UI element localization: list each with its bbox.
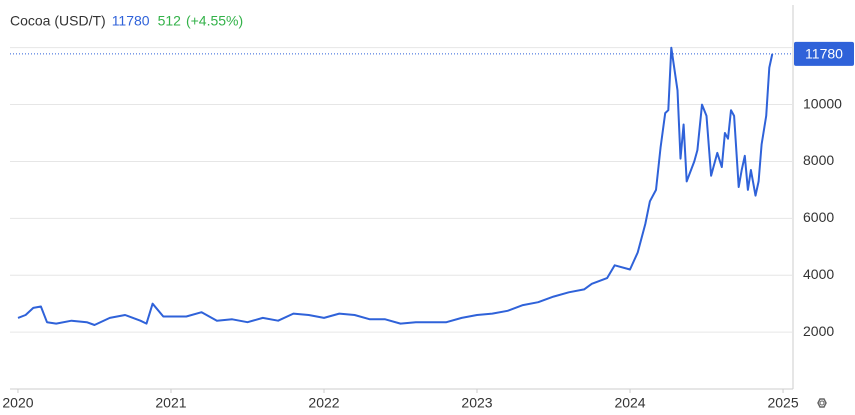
x-tick-label: 2022: [308, 395, 339, 411]
y-tick-label: 8000: [803, 152, 834, 168]
chart-title: Cocoa (USD/T): [10, 13, 106, 29]
y-tick-label: 2000: [803, 323, 834, 339]
price-change: 512: [158, 13, 182, 29]
x-tick-label: 2024: [614, 395, 645, 411]
y-tick-label: 4000: [803, 266, 834, 282]
last-price: 11780: [112, 13, 150, 29]
settings-icon[interactable]: [817, 398, 827, 408]
x-tick-label: 2020: [2, 395, 33, 411]
price-change-percent: (+4.55%): [186, 13, 243, 29]
last-price-label: 11780: [805, 46, 843, 62]
x-tick-label: 2023: [461, 395, 492, 411]
y-tick-label: 6000: [803, 209, 834, 225]
settings-icon-center: [819, 400, 825, 406]
y-tick-label: 10000: [803, 95, 842, 111]
price-line: [17, 46, 774, 326]
x-tick-label: 2025: [767, 395, 798, 411]
x-tick-label: 2021: [155, 395, 186, 411]
last-price-badge: [794, 41, 854, 66]
